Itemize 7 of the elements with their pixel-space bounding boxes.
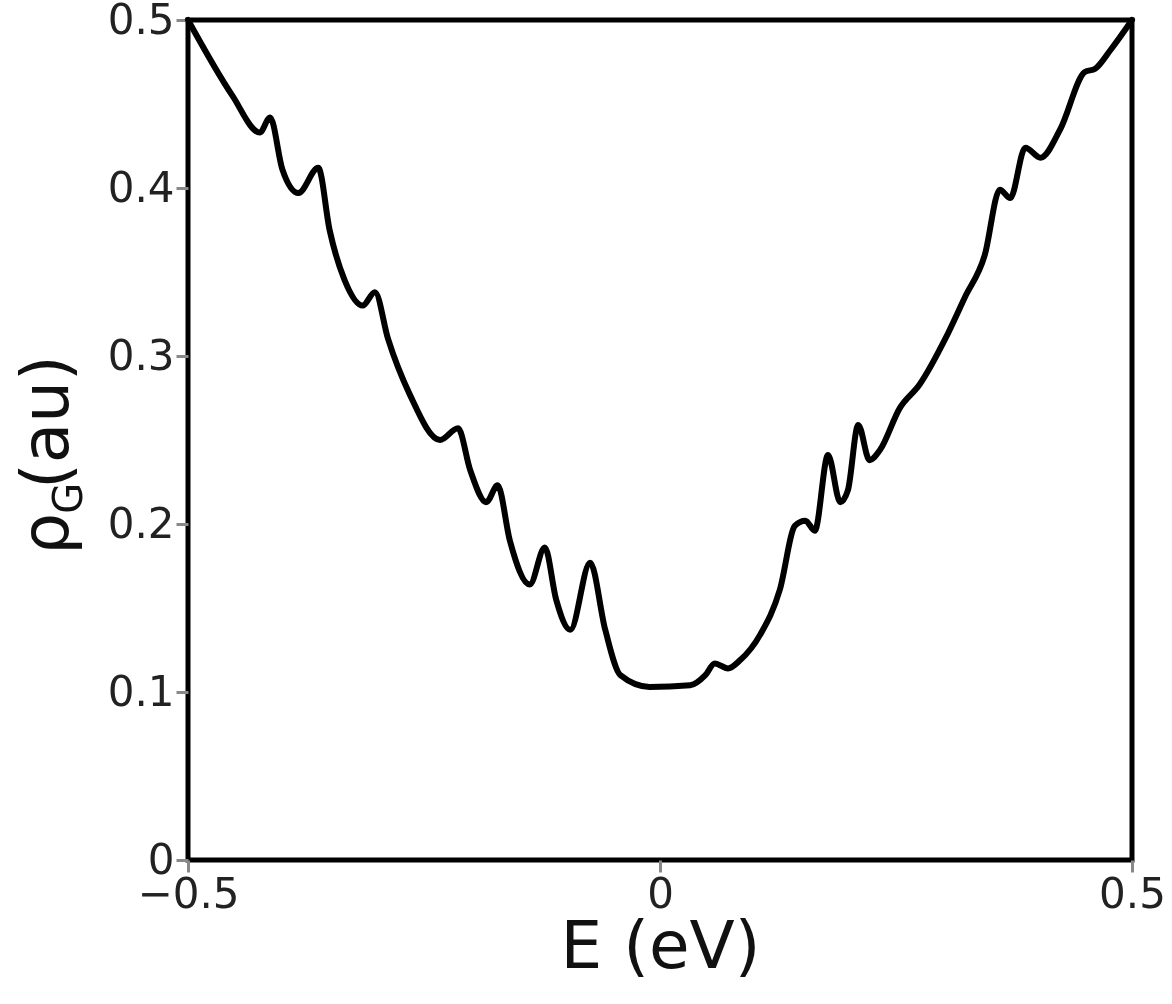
y-axis-title: ρG(au) bbox=[7, 355, 91, 555]
y-tick-label: 0.3 bbox=[107, 330, 175, 380]
y-tick-label: 0.4 bbox=[107, 162, 175, 212]
y-tick-label: 0.2 bbox=[107, 498, 175, 548]
x-tick-label: 0.5 bbox=[1099, 868, 1166, 918]
y-tick-label: 0.5 bbox=[107, 0, 175, 44]
y-tick-label: 0.1 bbox=[107, 666, 175, 716]
